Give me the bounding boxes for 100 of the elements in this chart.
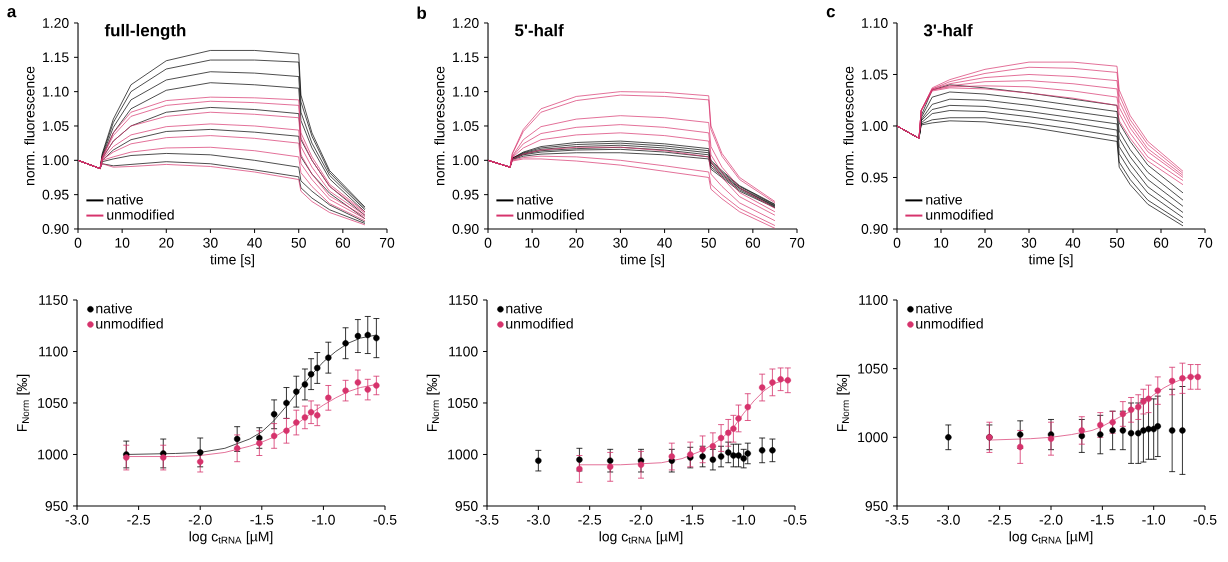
chart-title: 3'-half [923, 23, 973, 37]
text: c [826, 8, 836, 18]
y-axis-title: norm. fluorescence [434, 66, 445, 186]
x-tick-label: -1.0 [312, 514, 335, 525]
y-tick-label: 1100 [859, 295, 888, 305]
x-tick-label: -2.0 [188, 514, 212, 525]
y-tick-label: 0.90 [42, 224, 69, 234]
x-tick-label: -3.0 [526, 514, 550, 525]
x-tick-label: 0 [74, 237, 82, 248]
y-axis-title: F$_{Norm}$ [‰] [426, 374, 440, 432]
y-tick-label: 1.10 [862, 18, 888, 28]
y-tick-label: 1.05 [862, 69, 888, 80]
y-tick-label: 1.20 [43, 18, 69, 28]
y-tick-label: 1.15 [453, 52, 479, 63]
legend-label: unmodified [517, 209, 584, 220]
y-tick-label: 1000 [38, 449, 68, 460]
x-tick-label: 70 [379, 237, 395, 248]
y-tick-label: 1050 [38, 398, 68, 408]
y-tick-label: 1150 [39, 295, 68, 305]
x-tick-label: 20 [569, 237, 584, 248]
y-tick-label: 1.00 [862, 121, 888, 131]
legend-label: native [506, 303, 543, 314]
y-tick-label: 1.00 [453, 155, 479, 166]
x-tick-label: -3.5 [885, 514, 909, 525]
y-tick-label: 1.10 [43, 86, 69, 97]
x-tick-label: -3.0 [936, 514, 960, 525]
x-tick-label: 10 [115, 237, 130, 248]
y-tick-label: 1.20 [453, 18, 479, 28]
chart-title: full-length [104, 23, 186, 40]
y-tick-label: 1.10 [453, 86, 479, 97]
x-tick-label: 60 [1153, 237, 1169, 248]
y-tick-label: 1.15 [43, 52, 69, 63]
x-tick-label: -1.5 [680, 514, 704, 525]
y-axis-title: norm. fluorescence [843, 66, 854, 186]
x-tick-label: -3.0 [65, 514, 89, 525]
x-tick-label: -0.5 [1193, 514, 1217, 525]
x-tick-label: 30 [1021, 237, 1037, 248]
x-tick-label: -2.5 [127, 514, 151, 525]
y-tick-label: 1000 [448, 449, 478, 460]
legend-label: unmodified [506, 318, 573, 329]
y-tick-label: 1100 [39, 346, 68, 357]
x-tick-label: -3.5 [475, 514, 499, 525]
x-axis-title: time [s] [210, 254, 254, 268]
x-tick-label: 30 [203, 237, 218, 248]
x-tick-label: 50 [291, 237, 306, 248]
y-axis-title: F$_{Norm}$ [‰] [16, 374, 30, 432]
y-tick-label: 0.95 [452, 189, 479, 200]
legend-label: native [926, 194, 962, 205]
x-tick-label: 0 [893, 237, 901, 248]
y-tick-label: 1.05 [43, 121, 69, 131]
x-tick-label: -2.5 [988, 514, 1012, 525]
y-tick-label: 1050 [448, 398, 478, 408]
x-tick-label: -1.5 [250, 514, 274, 525]
x-tick-label: 0 [484, 237, 492, 248]
x-tick-label: -0.5 [373, 514, 397, 525]
y-tick-label: 1000 [858, 432, 888, 443]
x-tick-label: 70 [1197, 237, 1213, 248]
x-tick-label: 30 [613, 237, 628, 248]
chart-title: 5'-half [515, 23, 564, 37]
y-tick-label: 950 [45, 501, 68, 511]
legend-label: unmodified [916, 318, 983, 329]
legend-label: unmodified [107, 209, 174, 220]
y-tick-label: 950 [865, 501, 888, 511]
y-tick-label: 1100 [449, 346, 478, 357]
x-axis-title: log c$_{tRNA}$ [µM] [1009, 531, 1093, 545]
y-tick-label: 950 [455, 501, 478, 511]
legend-label: unmodified [926, 209, 993, 220]
legend-label: unmodified [96, 318, 163, 329]
x-axis-title: log c$_{tRNA}$ [µM] [189, 531, 273, 545]
y-tick-label: 0.95 [861, 172, 888, 183]
text: b [417, 6, 427, 19]
legend-label: native [96, 303, 133, 314]
x-tick-label: 60 [745, 237, 761, 248]
y-tick-label: 1.00 [43, 155, 69, 166]
x-axis-title: log c$_{tRNA}$ [µM] [599, 531, 683, 545]
x-tick-label: 40 [247, 237, 262, 248]
x-axis-title: time [s] [1028, 254, 1073, 268]
x-tick-label: -2.5 [578, 514, 602, 525]
x-tick-label: 40 [1065, 237, 1081, 248]
x-tick-label: -2.0 [1039, 514, 1063, 525]
y-tick-label: 0.90 [452, 224, 479, 234]
text: a [7, 8, 17, 18]
x-tick-label: 40 [657, 237, 672, 248]
x-tick-label: 50 [701, 237, 716, 248]
legend-label: native [517, 194, 553, 205]
x-tick-label: 10 [934, 237, 949, 248]
x-tick-label: -0.5 [783, 514, 807, 525]
y-tick-label: 1050 [858, 363, 888, 374]
x-tick-label: 20 [159, 237, 174, 248]
x-tick-label: -1.5 [1090, 514, 1114, 525]
x-axis-title: time [s] [620, 254, 664, 268]
x-tick-label: -1.0 [1142, 514, 1166, 525]
y-tick-label: 1.05 [453, 121, 479, 131]
y-tick-label: 0.90 [861, 224, 888, 234]
legend-label: native [107, 194, 143, 205]
y-tick-label: 0.95 [42, 189, 69, 200]
x-tick-label: 10 [525, 237, 540, 248]
x-tick-label: -1.0 [732, 514, 756, 525]
y-axis-title: norm. fluorescence [24, 66, 35, 186]
x-tick-label: -2.0 [629, 514, 653, 525]
